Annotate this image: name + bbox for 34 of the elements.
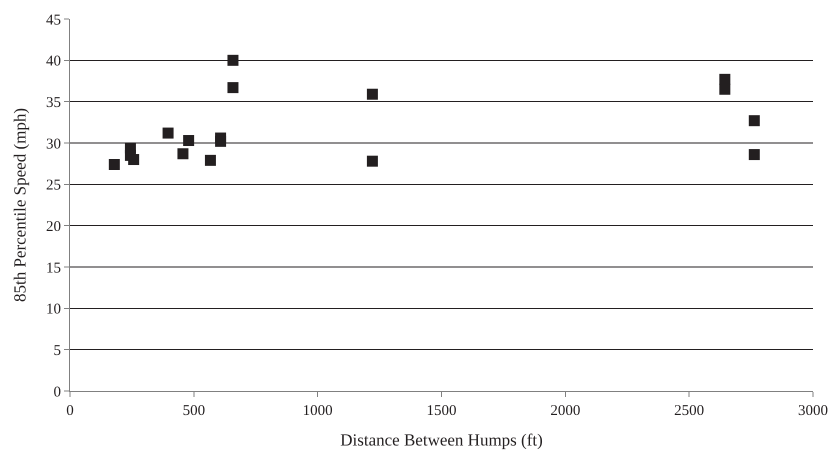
x-tick-label: 3000 <box>798 403 828 419</box>
point <box>183 135 194 146</box>
point <box>162 128 174 139</box>
y-tick-label: 40 <box>46 54 61 70</box>
x-axis-title: Distance Between Humps (ft) <box>340 430 543 450</box>
y-tick-label: 30 <box>46 136 61 152</box>
x-tick-label: 500 <box>182 403 206 419</box>
point <box>366 88 378 100</box>
x-tick-label: 1000 <box>302 403 333 419</box>
x-tick-label: 1500 <box>426 403 456 419</box>
point <box>215 136 226 147</box>
point <box>719 74 730 85</box>
point <box>227 54 238 66</box>
point <box>128 154 140 166</box>
point <box>719 84 730 95</box>
y-tick-label: 15 <box>46 260 61 276</box>
point <box>366 156 378 167</box>
y-axis-title: 85th Percentile Speed (mph) <box>10 108 30 302</box>
point <box>227 82 238 94</box>
point <box>108 158 120 170</box>
y-tick-label: 5 <box>54 342 61 359</box>
point <box>177 148 188 160</box>
y-tick-label: 45 <box>46 12 61 28</box>
y-tick-label: 10 <box>46 302 61 318</box>
x-tick-label: 2000 <box>550 403 580 419</box>
point <box>748 115 760 126</box>
y-tick-label: 35 <box>46 94 61 111</box>
y-tick-label: 0 <box>54 384 61 400</box>
point <box>748 149 760 160</box>
x-tick-label: 2500 <box>674 403 704 419</box>
y-tick-label: 20 <box>46 218 61 235</box>
y-tick-label: 25 <box>46 178 61 194</box>
point <box>204 154 216 166</box>
x-tick-label: 0 <box>66 403 74 419</box>
